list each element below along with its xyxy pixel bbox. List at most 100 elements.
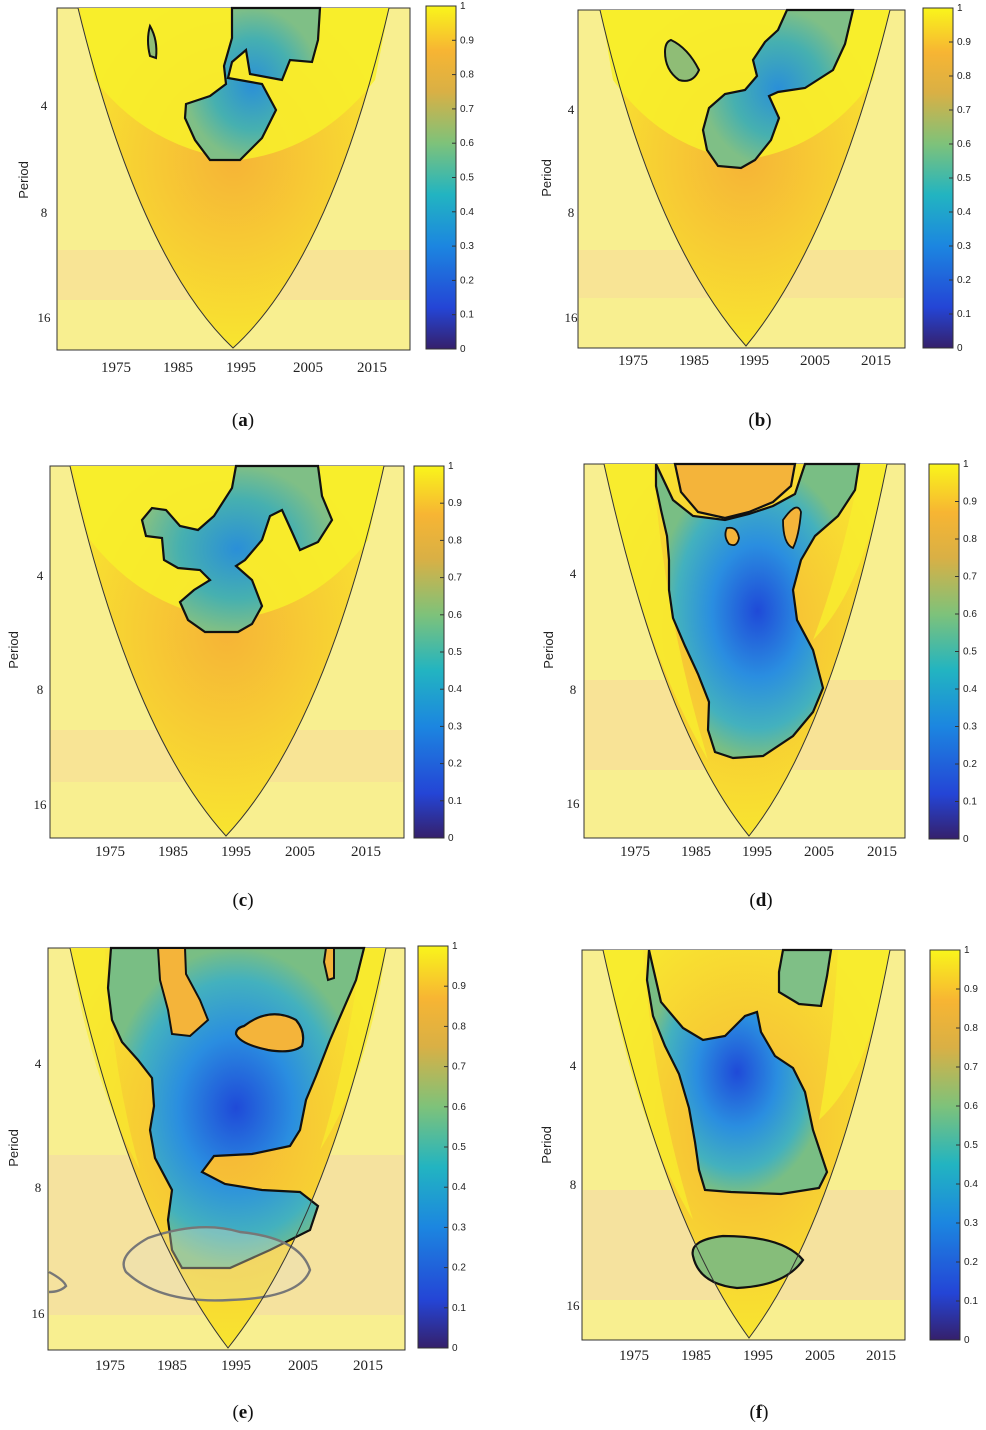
colorbar-tick-label: 0.7 [460, 104, 474, 115]
y-axis-label: Period [539, 159, 554, 197]
xtick: 2005 [293, 360, 323, 376]
colorbar [417, 945, 449, 1349]
caption-e: (e) [232, 1402, 254, 1423]
xtick: 1995 [743, 1348, 773, 1364]
xtick: 1985 [679, 353, 709, 369]
colorbar-tick-label: 0.3 [957, 241, 971, 252]
xtick: 2005 [288, 1358, 318, 1374]
chart-panel-f: 4 8 16 Period 1975 1985 1995 2005 2015 1… [539, 945, 978, 1364]
colorbar-tick-label: 0 [460, 344, 466, 355]
colorbar-tick-label: 0.4 [957, 207, 971, 218]
colorbar-tick-label: 1 [448, 461, 454, 472]
xtick: 2015 [866, 1348, 896, 1364]
colorbar-tick-label: 0.1 [964, 1296, 978, 1307]
colorbar [928, 463, 960, 840]
xtick: 1995 [226, 360, 256, 376]
significant-region [322, 947, 335, 982]
significant-region [701, 8, 855, 170]
colorbar-tick-label: 0.6 [448, 610, 462, 621]
colorbar-tick-label: 0.2 [448, 759, 462, 770]
coi-curve [603, 463, 888, 837]
colorbar-ticks: 1 0.9 0.8 0.7 0.6 0.5 0.4 0.3 0.2 0.1 0 [444, 941, 466, 1354]
chart-panel-d: 4 8 16 Period 1975 1985 1995 2005 2015 1… [541, 459, 977, 860]
colorbar-tick-label: 0.5 [957, 173, 971, 184]
colorbar-tick-label: 0.1 [448, 796, 462, 807]
colorbar-tick-label: 0 [963, 834, 969, 845]
ytick-16: 16 [565, 310, 579, 325]
colorbar-tick-label: 0.5 [964, 1140, 978, 1151]
xtick: 1975 [620, 844, 650, 860]
xtick: 2005 [804, 844, 834, 860]
y-axis-label: Period [541, 631, 556, 669]
colorbar [413, 465, 445, 839]
xtick: 1995 [739, 353, 769, 369]
significant-region [691, 1234, 805, 1290]
xtick: 2015 [357, 360, 387, 376]
colorbar-tick-label: 0.4 [448, 684, 462, 695]
coi-curve [69, 947, 387, 1349]
colorbar [929, 949, 961, 1341]
xtick: 2015 [867, 844, 897, 860]
colorbar-tick-label: 0.9 [957, 37, 971, 48]
ytick-8: 8 [568, 205, 575, 220]
colorbar-tick-label: 0.4 [964, 1179, 978, 1190]
significant-region [645, 949, 829, 1196]
xtick: 1985 [681, 1348, 711, 1364]
significant-region [140, 464, 334, 634]
colorbar-tick-label: 1 [964, 945, 970, 956]
colorbar-tick-label: 0.9 [452, 981, 466, 992]
xtick: 1985 [163, 360, 193, 376]
coi-yellow-side [605, 464, 708, 760]
ytick-4: 4 [35, 1056, 42, 1071]
colorbar-tick-label: 0.3 [964, 1218, 978, 1229]
ytick-4: 4 [570, 566, 577, 581]
chart-panel-a: 4 8 16 Period 1975 1985 1995 2005 2015 1… [16, 1, 474, 376]
ytick-8: 8 [570, 1177, 577, 1192]
colorbar-tick-label: 0.3 [448, 721, 462, 732]
coi-curve [77, 7, 390, 349]
significant-region [654, 462, 861, 760]
xtick: 1975 [619, 1348, 649, 1364]
colorbar-tick-label: 0.7 [957, 105, 971, 116]
coi-yellow-side [320, 948, 386, 1150]
caption-f: (f) [749, 1402, 769, 1423]
colorbar-tick-label: 0.3 [963, 722, 977, 733]
non-significant-hole [724, 526, 740, 547]
colorbar-tick-label: 0.7 [964, 1062, 978, 1073]
xtick: 1995 [742, 844, 772, 860]
colorbar-tick-label: 1 [957, 3, 963, 14]
colorbar-tick-label: 0.9 [964, 984, 978, 995]
colorbar-tick-label: 0.7 [448, 573, 462, 584]
colorbar-tick-label: 0.9 [448, 498, 462, 509]
panel-c: 4 8 16 Period 1975 1985 1995 2005 2015 1… [0, 440, 493, 920]
coi-curve [69, 465, 385, 837]
coi-yellow-side [70, 948, 140, 1170]
coi-yellow-side [813, 464, 887, 640]
coi-yellow-side [604, 950, 693, 1220]
colorbar-tick-label: 0.1 [452, 1303, 466, 1314]
xtick: 1995 [221, 844, 251, 860]
colorbar [922, 7, 954, 349]
colorbar-tick-label: 0.2 [452, 1263, 466, 1274]
y-axis-label: Period [16, 161, 31, 199]
panel-a: 4 8 16 Period 1975 1985 1995 2005 2015 1… [0, 0, 493, 440]
colorbar-tick-label: 0.6 [963, 609, 977, 620]
colorbar-tick-label: 0.5 [963, 647, 977, 658]
caption-b: (b) [748, 410, 772, 431]
colorbar-tick-label: 0.8 [452, 1021, 466, 1032]
y-axis-label: Period [6, 1129, 21, 1167]
y-axis-label: Period [6, 631, 21, 669]
colorbar-ticks: 1 0.9 0.8 0.7 0.6 0.5 0.4 0.3 0.2 0.1 0 [949, 3, 971, 354]
colorbar-tick-label: 0.7 [963, 572, 977, 583]
ytick-8: 8 [570, 682, 577, 697]
colorbar-tick-label: 0.8 [964, 1023, 978, 1034]
ytick-4: 4 [37, 568, 44, 583]
colorbar-tick-label: 0.5 [460, 173, 474, 184]
colorbar-ticks: 1 0.9 0.8 0.7 0.6 0.5 0.4 0.3 0.2 0.1 0 [440, 461, 462, 844]
colorbar-tick-label: 1 [963, 459, 969, 470]
colorbar-ticks: 1 0.9 0.8 0.7 0.6 0.5 0.4 0.3 0.2 0.1 0 [452, 1, 474, 355]
ytick-16: 16 [32, 1306, 46, 1321]
colorbar-tick-label: 0.9 [460, 35, 474, 46]
colorbar-tick-label: 0.4 [460, 207, 474, 218]
colorbar [425, 5, 457, 350]
